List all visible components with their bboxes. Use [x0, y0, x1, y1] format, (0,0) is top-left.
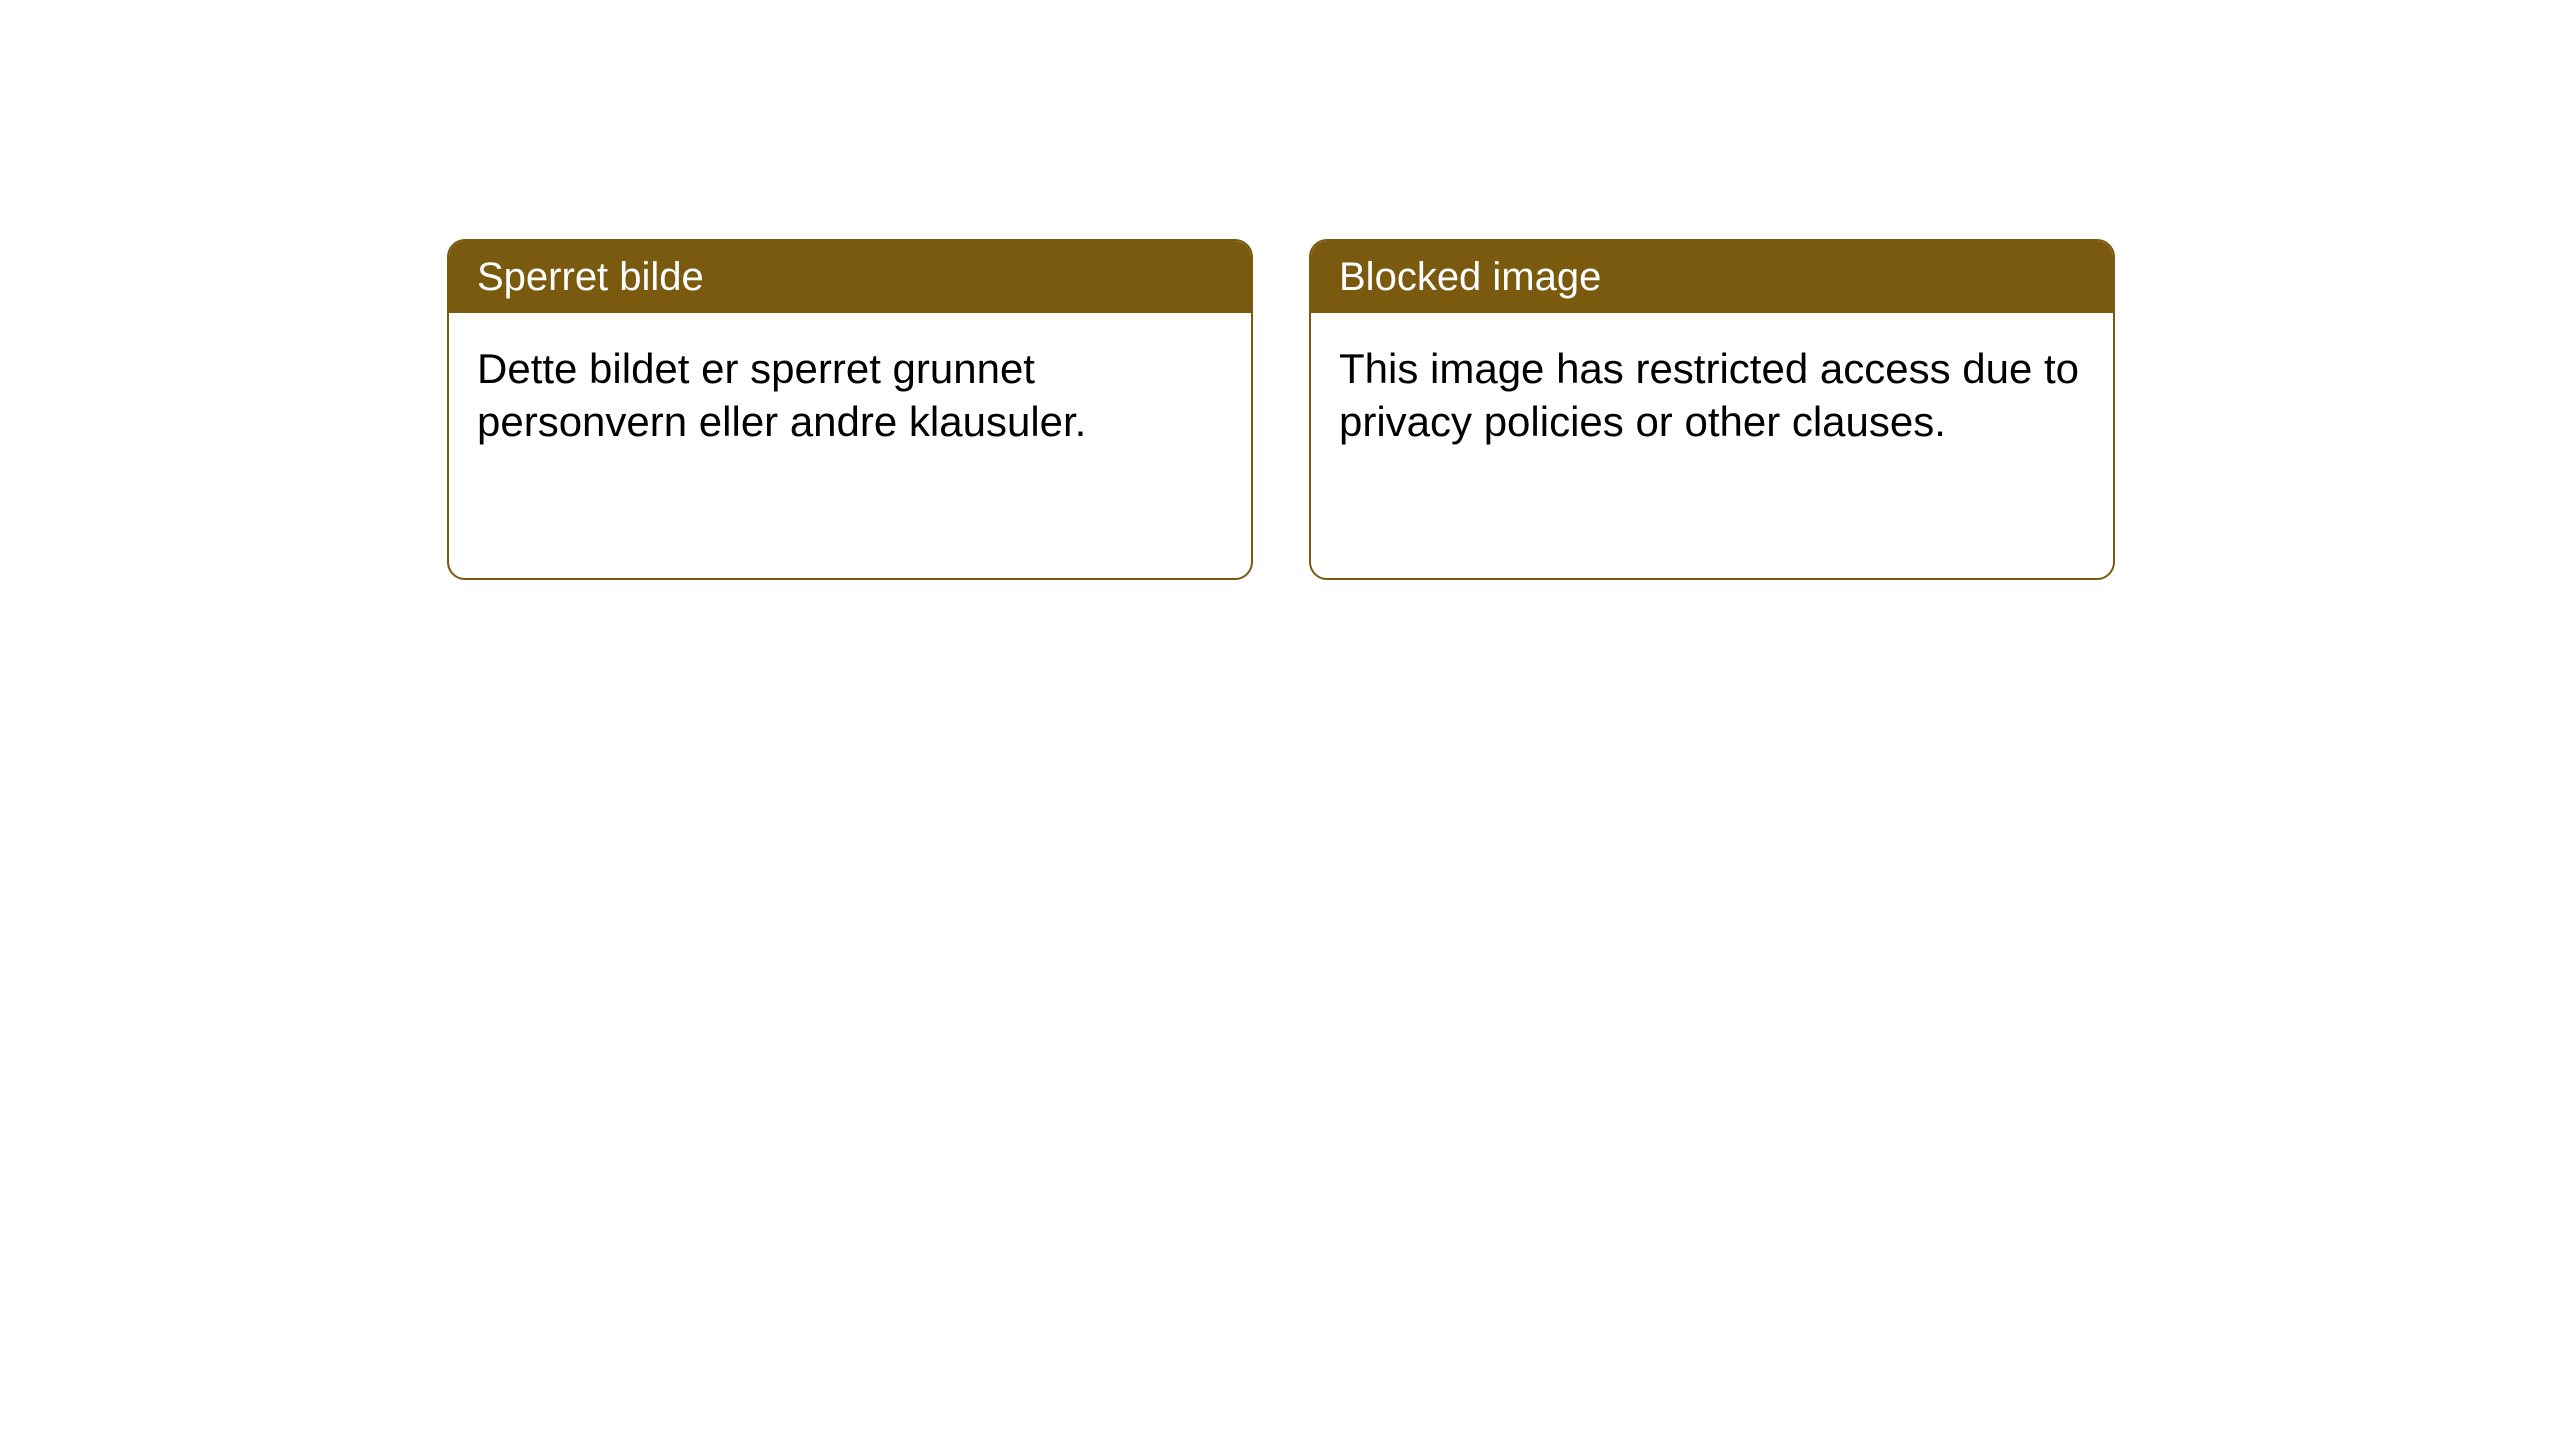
- notice-header-english: Blocked image: [1311, 241, 2113, 313]
- notice-body-norwegian: Dette bildet er sperret grunnet personve…: [449, 313, 1251, 478]
- notice-header-norwegian: Sperret bilde: [449, 241, 1251, 313]
- notice-box-norwegian: Sperret bilde Dette bildet er sperret gr…: [447, 239, 1253, 580]
- notice-container: Sperret bilde Dette bildet er sperret gr…: [447, 239, 2115, 580]
- notice-body-english: This image has restricted access due to …: [1311, 313, 2113, 478]
- notice-box-english: Blocked image This image has restricted …: [1309, 239, 2115, 580]
